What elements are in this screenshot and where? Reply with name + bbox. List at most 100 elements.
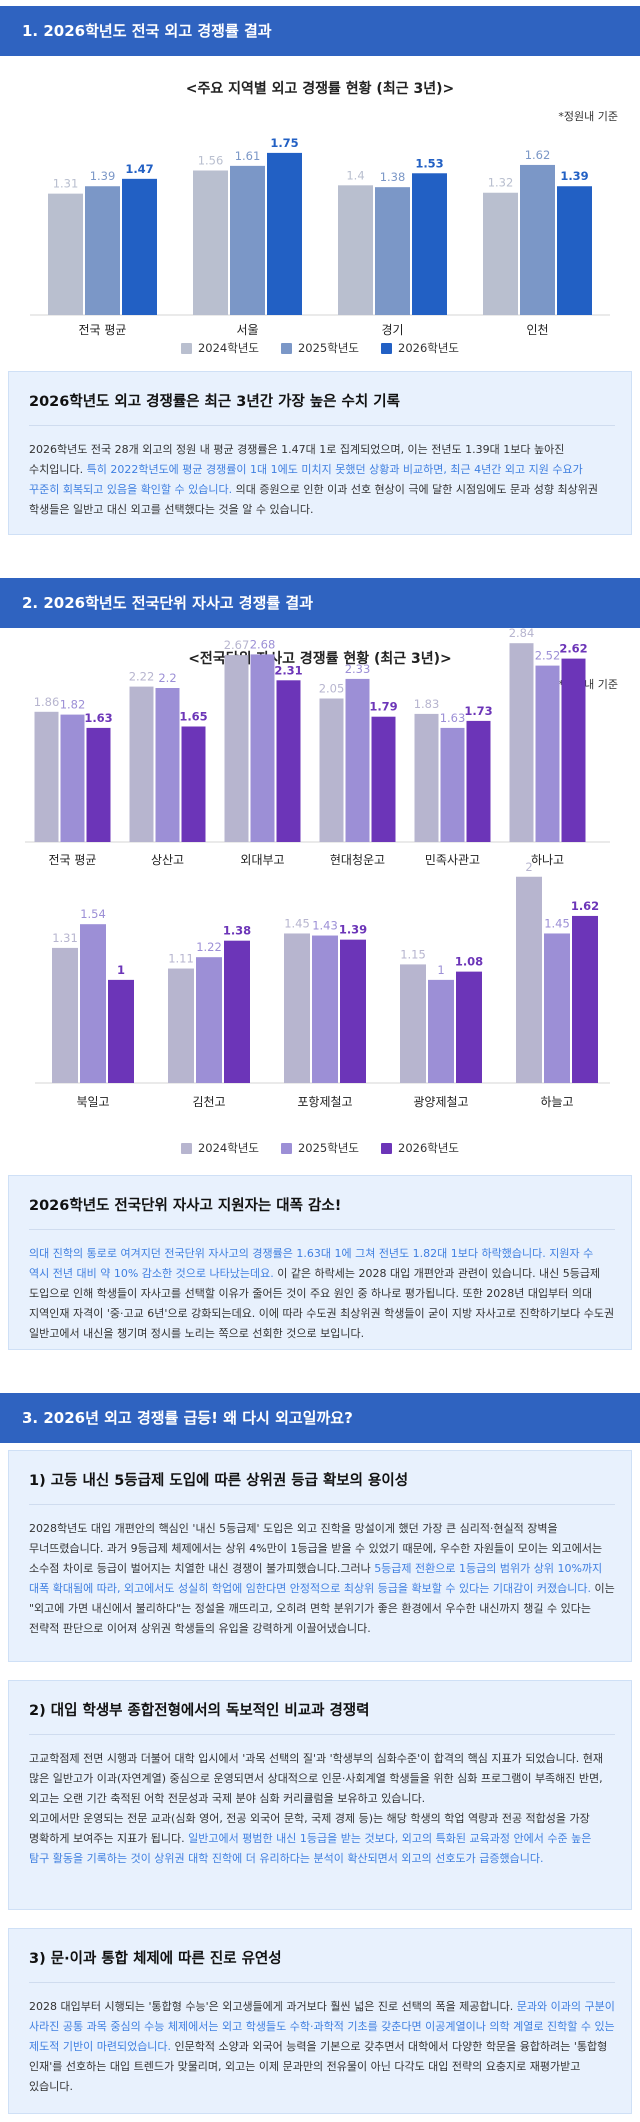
- section1-info-box: 2026학년도 외고 경쟁률은 최근 3년간 가장 높은 수치 기록 2026학…: [8, 371, 632, 535]
- data-label: 1.56: [198, 153, 224, 167]
- bar: [520, 164, 555, 315]
- data-label: 1.22: [196, 940, 222, 954]
- data-label: 1.39: [90, 169, 116, 183]
- tick-label: 포항제철고: [297, 1095, 352, 1109]
- data-label: 1.38: [380, 170, 406, 184]
- data-label: 1.75: [270, 136, 298, 150]
- data-label: 2: [525, 860, 532, 874]
- legend-item: 2025학년도: [280, 1140, 359, 1156]
- bar: [196, 957, 222, 1083]
- highlight-text: 문과와 이과의 구분이 사라진 공통 과목 중심의 수능 체제에서는 외고 학생…: [29, 2000, 615, 2053]
- bar: [319, 698, 344, 842]
- legend-swatch: [180, 342, 192, 354]
- data-label: 1.4: [346, 168, 364, 182]
- data-label: 1.82: [60, 698, 86, 712]
- bar: [85, 186, 120, 315]
- tick-label: 김천고: [192, 1094, 225, 1109]
- bar: [557, 186, 592, 315]
- tick-label: 광양제철고: [413, 1095, 468, 1109]
- data-label: 1.86: [34, 695, 60, 709]
- section1-header: 1. 2026학년도 전국 외고 경쟁률 결과: [0, 6, 640, 56]
- legend-swatch: [381, 342, 392, 354]
- data-label: 1.62: [571, 899, 599, 913]
- data-label: 1.61: [235, 149, 261, 163]
- divider: [29, 1504, 615, 1505]
- section1-box-title: 2026학년도 외고 경쟁률은 최근 3년간 가장 높은 수치 기록: [29, 394, 400, 410]
- tick-label: 민족사관고: [425, 853, 480, 867]
- data-label: 1.39: [560, 169, 588, 183]
- bar: [456, 971, 482, 1083]
- bar: [193, 170, 228, 315]
- legend-label: 2024학년도: [197, 1141, 259, 1155]
- section3-box1: 1) 고등 내신 5등급제 도입에 따른 상위권 등급 확보의 용이성 2028…: [8, 1450, 632, 1662]
- bar: [414, 713, 439, 842]
- legend-label: 2026학년도: [398, 1141, 460, 1155]
- legend-item: 2026학년도: [381, 1140, 459, 1156]
- bar: [466, 720, 491, 842]
- tick-label: 경기: [381, 323, 403, 337]
- highlight-text: 특히 2022학년도에 평균 경쟁률이 1대 1에도 미치지 못했던 상황과 비…: [29, 463, 583, 496]
- tick-label: 하늘고: [540, 1095, 573, 1109]
- bar: [412, 173, 447, 315]
- data-label: 1.79: [369, 700, 397, 714]
- tick-label: 인천: [526, 322, 548, 337]
- text-part: 인문학적 소양과 외국어 능력을 기본으로 갖추면서 대학에서 다양한 학문을 …: [29, 2040, 608, 2093]
- tick-label: 전국 평균: [79, 323, 127, 337]
- tick-label: 전국 평균: [49, 853, 97, 867]
- text-part: 2026학년도 전국 28개 외고의 정원 내 평균 경쟁률은 1.47대 1로…: [29, 443, 565, 476]
- data-label: 1.08: [455, 955, 483, 969]
- section2-box-title: 2026학년도 전국단위 자사고 지원자는 대폭 감소!: [29, 1198, 342, 1214]
- data-label: 1.43: [312, 919, 338, 933]
- legend-swatch: [280, 1142, 292, 1154]
- text-part: 이는 "외고에 가면 내신에서 불리하다"는 정설을 깨뜨리고, 오히려 면학 …: [29, 1582, 615, 1635]
- section3-box2-title: 2) 대입 학생부 종합전형에서의 독보적인 비교과 경쟁력: [29, 1703, 370, 1719]
- bar: [108, 979, 134, 1083]
- data-label: 1.45: [544, 916, 570, 930]
- legend-item: 2024학년도: [180, 340, 259, 356]
- tick-label: 외대부고: [240, 853, 284, 867]
- chart1-legend: 2024학년도 2025학년도 2026학년도: [0, 340, 640, 356]
- chart1-note: *정원내 기준: [558, 110, 618, 123]
- legend-item: 2024학년도: [180, 1140, 259, 1156]
- legend-swatch: [280, 342, 292, 354]
- bar: [230, 165, 265, 315]
- bar: [52, 947, 78, 1083]
- data-label: 2.52: [535, 649, 561, 663]
- legend-label: 2026학년도: [398, 341, 460, 355]
- bar: [371, 716, 396, 842]
- section3-box3-text: 2028 대입부터 시행되는 '통합형 수능'은 외고생들에게 과거보다 훨씬 …: [29, 1997, 615, 2097]
- data-label: 1.83: [414, 697, 440, 711]
- bar: [535, 665, 560, 842]
- bar: [129, 686, 154, 842]
- tick-label: 북일고: [76, 1095, 109, 1109]
- bar: [338, 185, 373, 315]
- section2-header: 2. 2026학년도 전국단위 자사고 경쟁률 결과: [0, 578, 640, 628]
- bar: [561, 658, 586, 842]
- bar: [276, 680, 301, 842]
- data-label: 1.47: [125, 162, 153, 176]
- text-part: 이 같은 하락세는 2028 대입 개편안과 관련이 있습니다. 내신 5등급제…: [29, 1267, 615, 1340]
- data-label: 2.62: [559, 642, 587, 656]
- data-label: 1.65: [179, 710, 207, 724]
- data-label: 1: [117, 963, 125, 977]
- bar: [224, 940, 250, 1083]
- data-label: 2.22: [129, 670, 155, 684]
- data-label: 1.63: [440, 711, 466, 725]
- data-label: 1.31: [53, 177, 79, 191]
- chart1-title: <주요 지역별 외고 경쟁률 현황 (최근 3년)>: [185, 81, 455, 97]
- section1-box-text: 2026학년도 전국 28개 외고의 정원 내 평균 경쟁률은 1.47대 1로…: [29, 440, 615, 520]
- bar: [80, 924, 106, 1083]
- data-label: 1.73: [464, 704, 492, 718]
- tick-label: 서울: [236, 323, 258, 337]
- bar: [340, 939, 366, 1083]
- highlight-text: 일반고에서 평범한 내신 1등급을 받는 것보다, 외고의 특화된 교육과정 안…: [29, 1832, 592, 1865]
- legend-item: 2026학년도: [381, 340, 459, 356]
- data-label: 2.68: [250, 637, 276, 651]
- section2-info-box: 2026학년도 전국단위 자사고 지원자는 대폭 감소! 의대 진학의 통로로 …: [8, 1175, 632, 1350]
- bar: [509, 643, 534, 842]
- data-label: 1.31: [52, 931, 78, 945]
- section3-box2-text: 고교학점제 전면 시행과 더불어 대학 입시에서 '과목 선택의 질'과 '학생…: [29, 1749, 615, 1869]
- tick-label: 하나고: [531, 853, 564, 867]
